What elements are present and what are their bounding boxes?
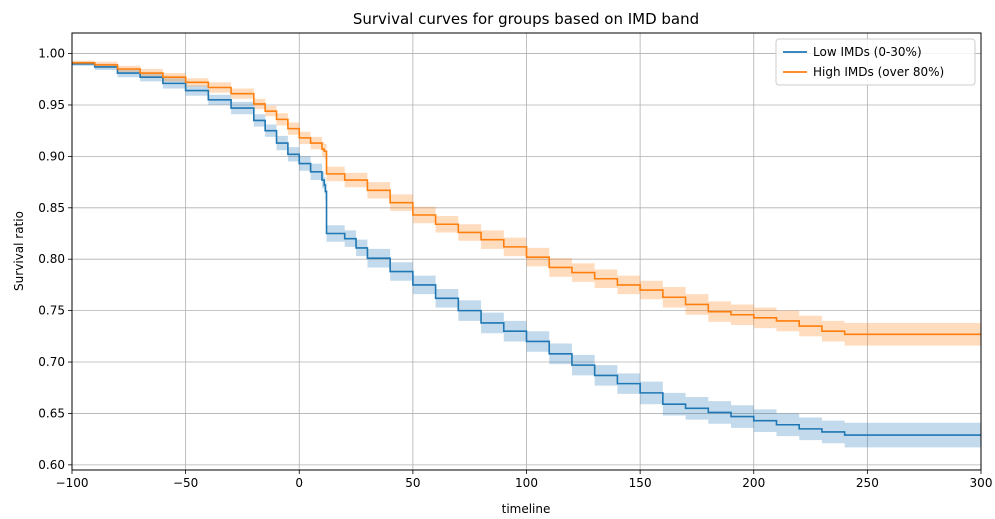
series-line-low-imd [72, 63, 981, 436]
y-tick-label: 0.70 [38, 355, 65, 369]
legend-label: Low IMDs (0-30%) [813, 45, 922, 59]
y-tick-label: 0.95 [38, 98, 65, 112]
y-tick-label: 0.90 [38, 149, 65, 163]
y-tick-label: 0.80 [38, 252, 65, 266]
y-tick-label: 1.00 [38, 47, 65, 61]
x-tick-label: −50 [173, 476, 198, 490]
legend-label: High IMDs (over 80%) [813, 65, 944, 79]
y-tick-label: 0.85 [38, 201, 65, 215]
y-axis-ticks: 0.60 0.65 0.70 0.75 0.80 0.85 0.90 0.95 1.00 [38, 47, 72, 472]
x-tick-label: 50 [405, 476, 420, 490]
series-line-high-imd [72, 62, 981, 336]
y-tick-label: 0.75 [38, 304, 65, 318]
x-tick-label: 100 [515, 476, 538, 490]
survival-lines [72, 62, 981, 436]
x-axis-label: timeline [502, 502, 551, 516]
y-axis-label: Survival ratio [12, 211, 26, 291]
y-tick-label: 0.65 [38, 406, 65, 420]
x-tick-label: 150 [629, 476, 652, 490]
legend: Low IMDs (0-30%) High IMDs (over 80%) [775, 38, 976, 86]
y-tick-label: 0.60 [38, 458, 65, 472]
x-axis-ticks: −100 −50 0 50 100 150 200 250 300 [56, 470, 993, 490]
x-tick-label: 200 [742, 476, 765, 490]
chart-title: Survival curves for groups based on IMD … [353, 10, 699, 28]
x-tick-label: 0 [295, 476, 303, 490]
x-tick-label: 300 [970, 476, 993, 490]
legend-box [775, 38, 976, 86]
x-tick-label: −100 [56, 476, 89, 490]
x-tick-label: 250 [856, 476, 879, 490]
